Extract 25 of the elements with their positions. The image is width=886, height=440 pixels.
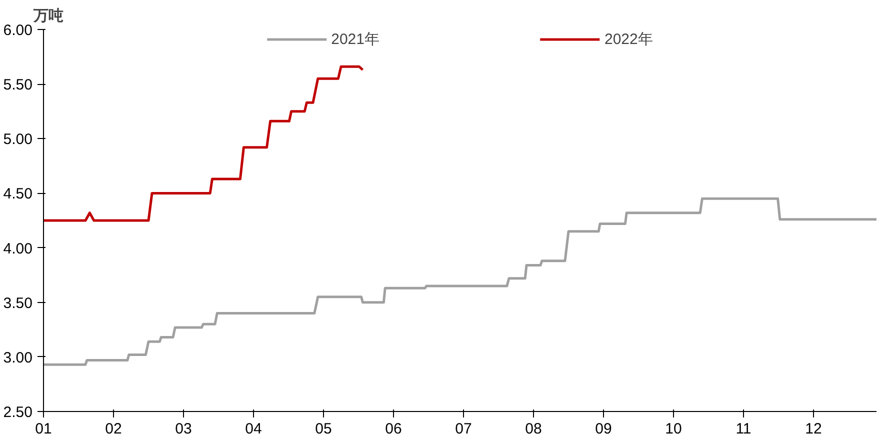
x-tick-label: 03 bbox=[175, 420, 192, 438]
x-tick-label: 06 bbox=[385, 420, 402, 438]
y-tick-label: 4.50 bbox=[3, 186, 33, 203]
y-tick-label: 3.50 bbox=[3, 294, 33, 312]
y-tick-label: 4.00 bbox=[3, 240, 33, 258]
y-axis-title: 万吨 bbox=[32, 8, 64, 24]
x-tick-label: 08 bbox=[525, 420, 542, 438]
x-tick-label: 12 bbox=[805, 420, 822, 438]
legend-label: 2021年 bbox=[331, 30, 380, 48]
y-tick-label: 2.50 bbox=[3, 404, 33, 421]
x-tick-label: 11 bbox=[736, 420, 752, 438]
x-tick-label: 05 bbox=[315, 420, 332, 438]
y-tick-label: 3.00 bbox=[3, 349, 33, 366]
line-series bbox=[44, 65, 364, 222]
y-tick-label: 5.00 bbox=[3, 131, 33, 148]
line-series bbox=[44, 197, 876, 366]
x-tick-label: 04 bbox=[245, 420, 262, 438]
x-tick-label: 02 bbox=[105, 420, 122, 438]
y-tick-label: 5.50 bbox=[3, 76, 33, 94]
x-tick-label: 10 bbox=[665, 420, 682, 438]
x-tick-label: 09 bbox=[595, 420, 612, 438]
y-tick-label: 6.00 bbox=[3, 22, 33, 39]
legend-label: 2022年 bbox=[604, 30, 653, 48]
x-tick-label: 01 bbox=[35, 420, 52, 438]
x-tick-label: 07 bbox=[455, 420, 472, 438]
